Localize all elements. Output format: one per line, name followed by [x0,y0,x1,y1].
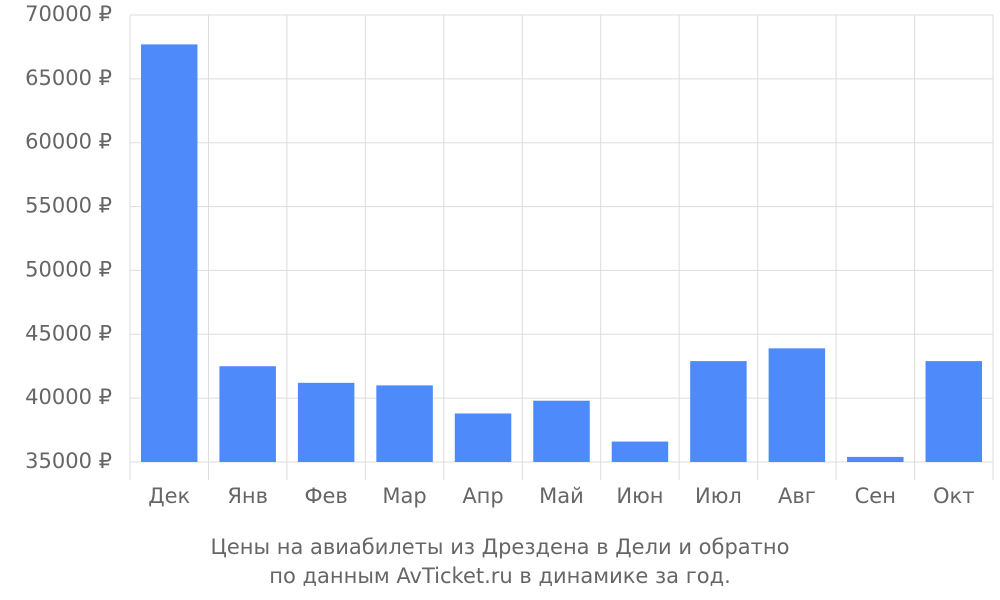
x-tick-label: Авг [778,484,816,508]
x-tick-label: Май [539,484,584,508]
x-tick-label: Янв [227,484,268,508]
bar [690,361,747,462]
bar [533,400,590,462]
y-tick-label: 65000 ₽ [25,66,112,90]
x-tick-label: Мар [382,484,426,508]
bar [297,382,355,462]
x-tick-label: Июн [616,484,663,508]
y-tick-label: 50000 ₽ [25,257,112,281]
y-tick-label: 55000 ₽ [25,194,112,218]
bar [219,366,276,462]
bar [454,413,512,462]
x-tick-label: Дек [148,484,190,508]
y-tick-label: 45000 ₽ [25,321,112,345]
x-tick-label: Окт [933,484,974,508]
bar [611,441,669,462]
y-tick-label: 60000 ₽ [25,130,112,154]
chart-title: Цены на авиабилеты из Дрездена в Дели и … [211,535,790,559]
x-tick-label: Апр [462,484,503,508]
y-tick-label: 40000 ₽ [25,385,112,409]
x-tick-label: Фев [304,484,347,508]
y-tick-label: 70000 ₽ [25,2,112,26]
chart-title: по данным AvTicket.ru в динамике за год. [269,564,731,588]
x-tick-label: Сен [855,484,896,508]
bar [768,348,826,462]
bar [847,456,904,462]
bar [140,44,198,462]
x-tick-label: Июл [695,484,742,508]
bar [925,361,983,462]
y-tick-label: 35000 ₽ [25,449,112,473]
bar [376,385,433,462]
